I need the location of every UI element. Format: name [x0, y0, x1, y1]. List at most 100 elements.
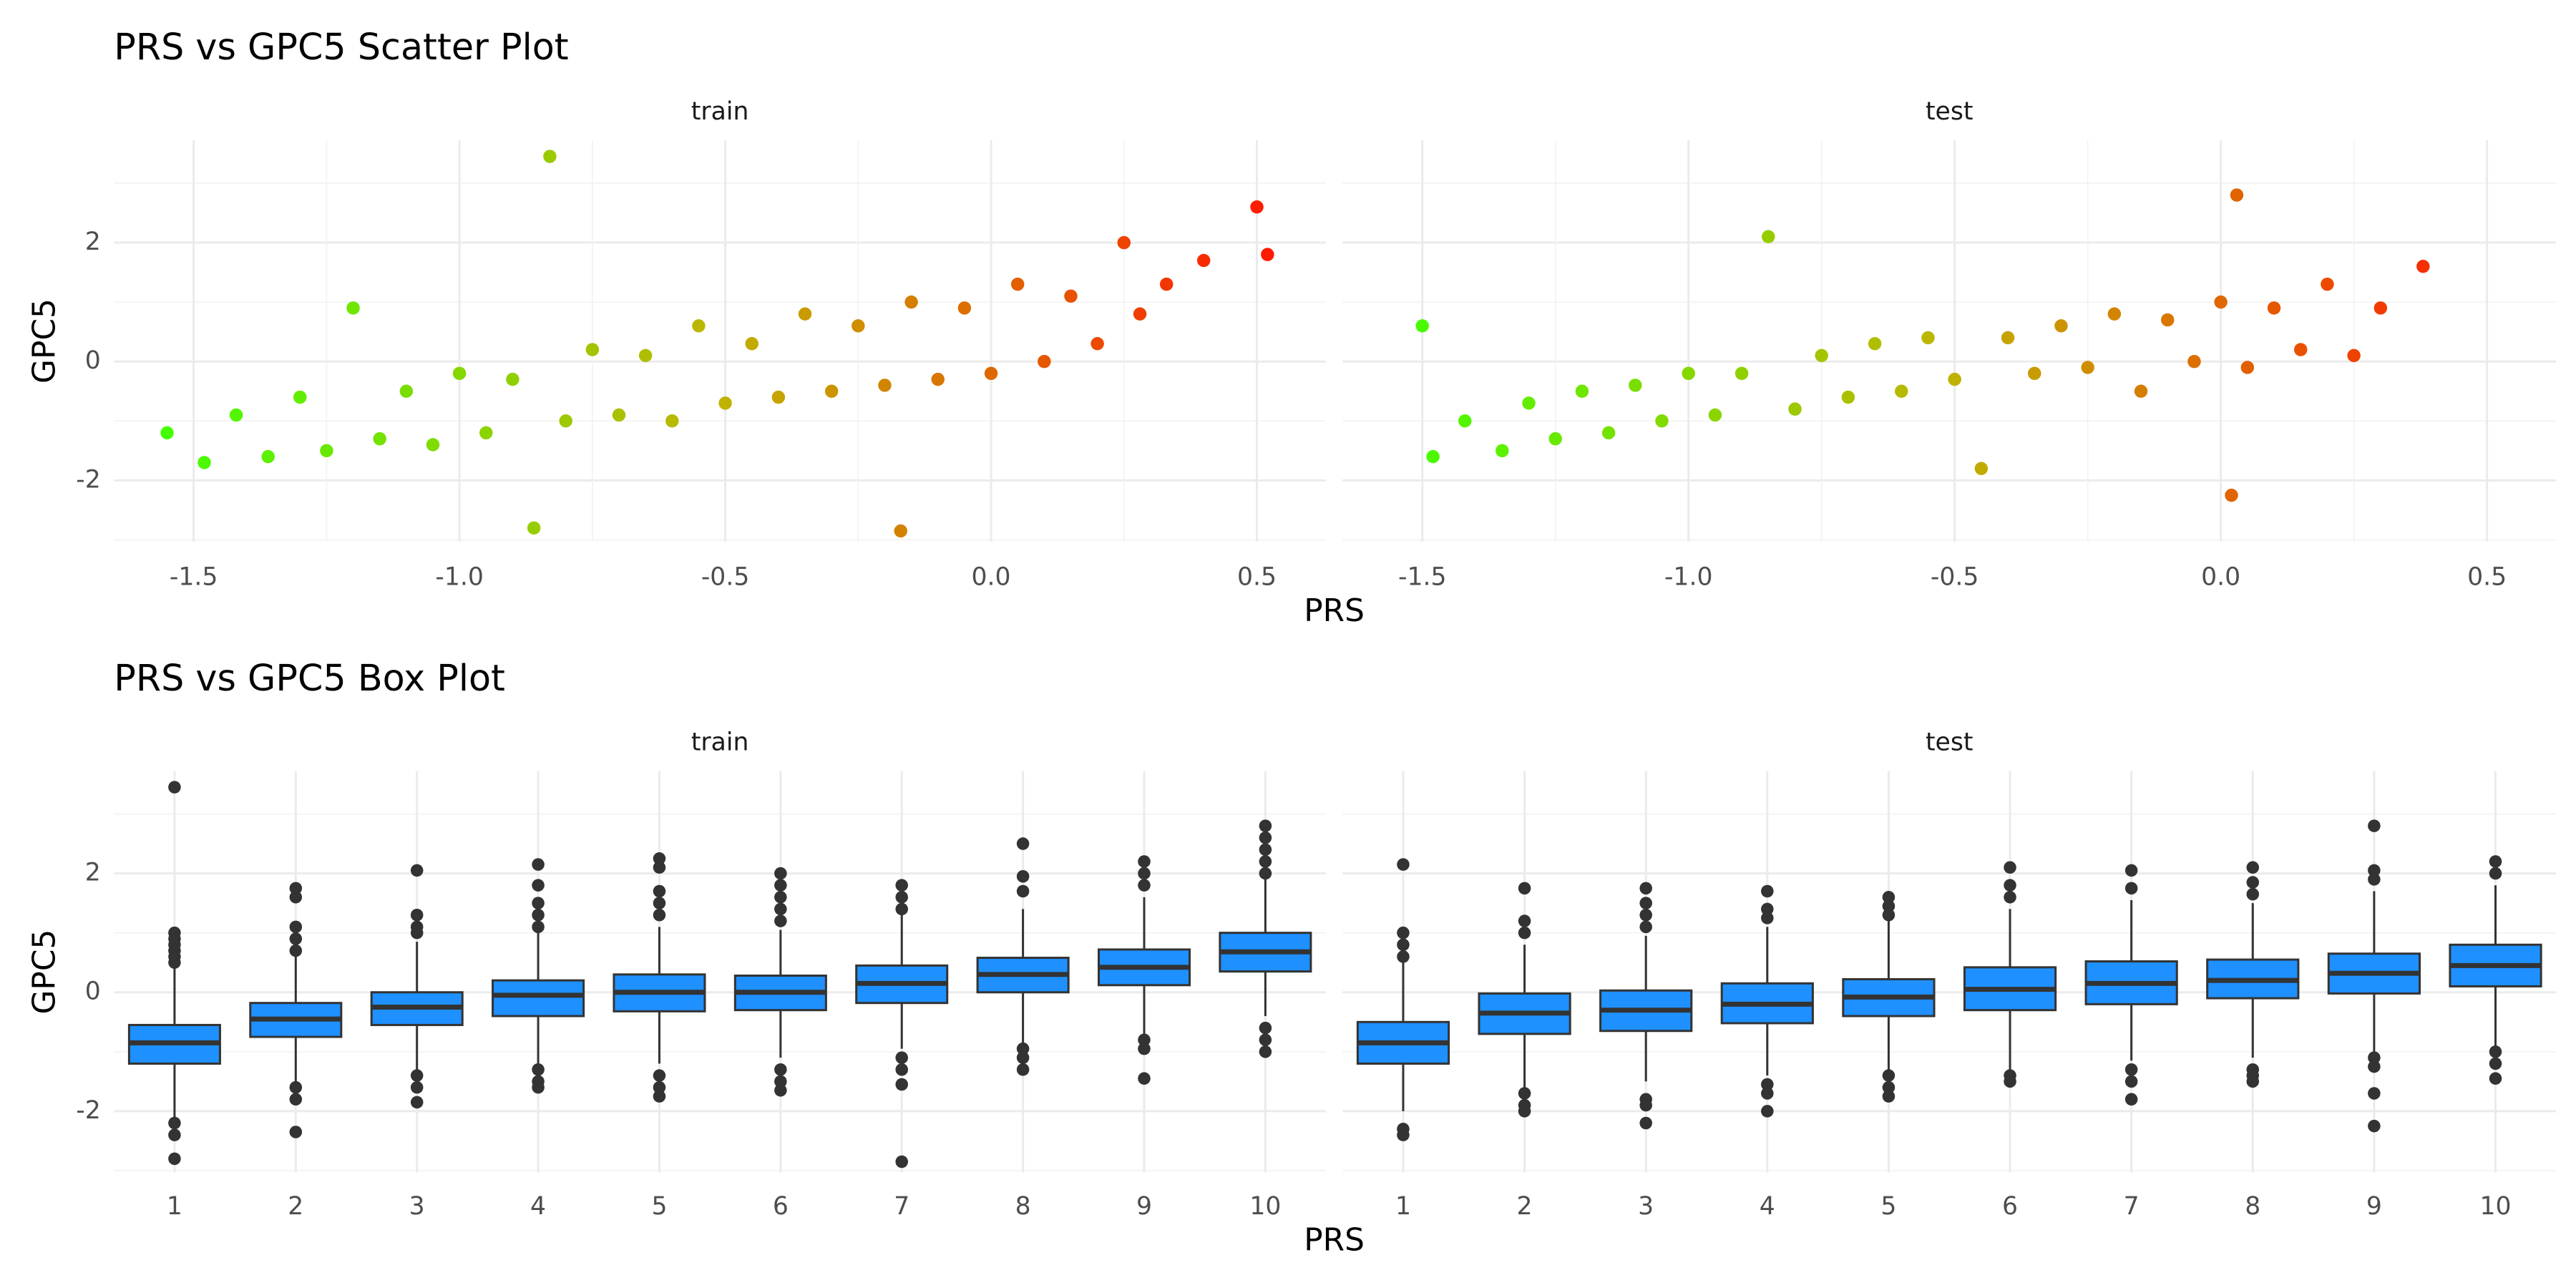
point [1921, 331, 1935, 345]
outlier [653, 1069, 666, 1082]
outlier [410, 908, 424, 922]
y-axis-title: GPC5 [26, 298, 63, 384]
chart-title: PRS vs GPC5 Box Plot [114, 657, 505, 699]
point [543, 150, 557, 163]
outlier [532, 908, 545, 922]
x-tick-label: -0.5 [1931, 563, 1979, 592]
point [1682, 366, 1695, 381]
outlier [774, 867, 787, 880]
outlier [532, 858, 545, 871]
x-tick-label: 2 [1517, 1192, 1533, 1221]
outlier [289, 1126, 303, 1138]
outlier [2124, 1093, 2138, 1106]
point [261, 449, 275, 464]
outlier [2004, 1075, 2016, 1088]
outlier [289, 1093, 303, 1106]
point [1735, 366, 1749, 381]
outlier [653, 897, 666, 909]
outlier [1016, 1051, 1030, 1064]
outlier [2368, 819, 2381, 832]
y-tick-label: -2 [76, 1096, 101, 1125]
outlier [1882, 908, 1896, 922]
point [1159, 277, 1174, 291]
outlier [774, 1084, 787, 1097]
point [1601, 426, 1616, 440]
outlier [774, 902, 787, 916]
point [585, 343, 600, 356]
point [2225, 488, 2238, 502]
outlier [1397, 1128, 1410, 1141]
outlier [2004, 861, 2016, 874]
point [894, 524, 907, 538]
point [771, 390, 786, 404]
point [612, 408, 626, 422]
outlier [1259, 1045, 1272, 1058]
point [1974, 462, 1989, 475]
outlier [1761, 884, 1774, 898]
x-tick-label: 5 [651, 1192, 667, 1221]
outlier [1259, 1033, 1272, 1046]
x-tick-label: 6 [2002, 1192, 2018, 1221]
outlier [1259, 867, 1272, 880]
outlier [410, 926, 424, 940]
outlier [1259, 831, 1272, 844]
point [1261, 248, 1274, 261]
point [2134, 384, 2148, 398]
x-tick-label: 4 [1760, 1192, 1775, 1221]
outlier [1518, 1105, 1531, 1118]
point [1038, 354, 1051, 369]
outlier [1639, 1116, 1652, 1130]
outlier [774, 1063, 787, 1076]
outlier [532, 1080, 545, 1094]
outlier [1016, 869, 1030, 883]
outlier [410, 1096, 424, 1109]
outlier [774, 914, 787, 927]
point [957, 301, 972, 315]
point [1250, 200, 1264, 214]
point [2293, 343, 2308, 356]
outlier [1639, 882, 1652, 895]
x-tick-label: 7 [2124, 1192, 2140, 1221]
outlier [1761, 1078, 1774, 1091]
outlier [2489, 1045, 2502, 1058]
point [824, 384, 839, 398]
x-tick-label: 10 [2479, 1192, 2511, 1221]
point [1868, 337, 1882, 351]
point [293, 390, 307, 404]
outlier [2489, 1057, 2502, 1070]
outlier [532, 920, 545, 934]
point [1841, 390, 1855, 404]
point [931, 372, 945, 386]
outlier [1882, 899, 1896, 913]
outlier [532, 1063, 545, 1076]
outlier [1138, 1042, 1151, 1055]
outlier [653, 884, 666, 898]
point [984, 366, 998, 381]
outlier [1761, 1087, 1774, 1100]
x-tick-label: 1 [167, 1192, 182, 1221]
outlier [774, 879, 787, 892]
point [1629, 379, 1642, 392]
x-tick-label: 0.0 [2201, 563, 2240, 592]
point [2267, 301, 2281, 315]
outlier [1016, 884, 1030, 898]
y-axis-title: GPC5 [26, 930, 63, 1015]
outlier [289, 920, 303, 934]
point [346, 301, 360, 315]
point [2161, 313, 2175, 327]
outlier [895, 1078, 908, 1091]
point [1522, 396, 1536, 410]
point [1010, 277, 1025, 291]
outlier [2489, 1072, 2502, 1085]
x-tick-label: -1.5 [170, 563, 218, 592]
outlier [532, 897, 545, 909]
outlier [1518, 882, 1531, 895]
outlier [895, 1063, 908, 1076]
point [1426, 449, 1440, 464]
point [2347, 348, 2361, 363]
outlier [653, 861, 666, 874]
point [2001, 331, 2015, 345]
point [527, 521, 541, 535]
x-tick-label: 7 [894, 1192, 909, 1221]
